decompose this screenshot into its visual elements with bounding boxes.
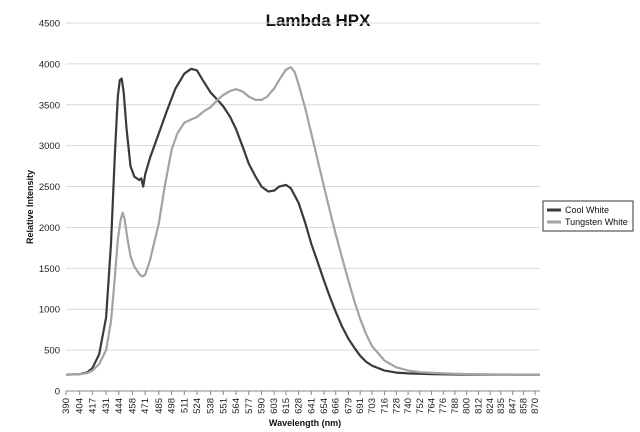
x-tick-label: 847 [508, 398, 519, 414]
x-tick-label: 776 [438, 398, 449, 414]
legend-label-tungsten-white: Tungsten White [565, 217, 628, 227]
x-tick-label: 444 [114, 398, 125, 414]
x-tick-label: 812 [473, 398, 484, 414]
y-tick-label: 1500 [39, 264, 60, 275]
x-tick-label: 590 [256, 398, 267, 414]
x-tick-label: 800 [462, 398, 473, 414]
y-tick-label: 0 [55, 387, 60, 398]
x-tick-label: 615 [281, 398, 292, 414]
x-tick-label: 666 [331, 398, 342, 414]
y-tick-label: 500 [44, 346, 60, 357]
x-tick-label: 740 [403, 398, 414, 414]
x-tick-label: 431 [101, 398, 112, 414]
x-tick-label: 404 [75, 398, 86, 414]
x-tick-label: 390 [61, 398, 72, 414]
series-line-tungsten-white [65, 66, 540, 376]
x-tick-label: 628 [294, 398, 305, 414]
x-tick-label: 538 [206, 398, 217, 414]
x-tick-label: 858 [518, 398, 529, 414]
x-tick-label: 691 [355, 398, 366, 414]
legend: Cool White Tungsten White [542, 200, 634, 232]
x-tick-label: 485 [154, 398, 165, 414]
x-tick-label: 641 [306, 398, 317, 414]
x-tick-label: 716 [380, 398, 391, 414]
series-line-cool-white [65, 67, 540, 376]
x-tick-label: 524 [192, 398, 203, 414]
x-tick-label: 703 [367, 398, 378, 414]
x-tick-label: 870 [530, 398, 541, 414]
x-tick-label: 764 [427, 398, 438, 414]
y-tick-label: 2500 [39, 182, 60, 193]
x-axis-ticks: 390 404 417 431 444 458 471 485 498 511 524 538 551 5… [61, 391, 541, 414]
x-tick-label: 564 [231, 398, 242, 414]
x-tick-label: 498 [167, 398, 178, 414]
series-lines [65, 66, 540, 376]
x-tick-label: 835 [496, 398, 507, 414]
x-tick-label: 824 [485, 398, 496, 414]
y-axis-ticks: 0 500 1000 1500 2000 2500 3000 3500 4000 4500 [39, 19, 60, 398]
legend-label-cool-white: Cool White [565, 205, 609, 215]
y-tick-label: 1000 [39, 305, 60, 316]
y-tick-label: 3500 [39, 100, 60, 111]
y-tick-label: 3000 [39, 141, 60, 152]
x-axis-label: Wavelength (nm) [269, 418, 341, 428]
x-tick-label: 511 [179, 398, 190, 413]
y-axis-label: Relative Intensity [25, 170, 35, 244]
x-tick-label: 679 [343, 398, 354, 414]
y-tick-label: 2000 [39, 223, 60, 234]
chart-title: Lambda HPX [266, 11, 372, 30]
y-tick-label: 4000 [39, 59, 60, 70]
x-tick-label: 752 [415, 398, 426, 414]
y-tick-label: 4500 [39, 19, 60, 30]
gridlines [66, 22, 540, 351]
legend-box [542, 200, 634, 232]
x-tick-label: 577 [244, 398, 255, 414]
x-tick-label: 788 [450, 398, 461, 414]
x-tick-label: 417 [87, 398, 98, 414]
x-tick-label: 471 [140, 398, 151, 414]
x-tick-label: 654 [319, 398, 330, 414]
x-tick-label: 603 [269, 398, 280, 414]
x-tick-label: 728 [391, 398, 402, 414]
x-tick-label: 551 [218, 398, 229, 414]
x-tick-label: 458 [127, 398, 138, 414]
